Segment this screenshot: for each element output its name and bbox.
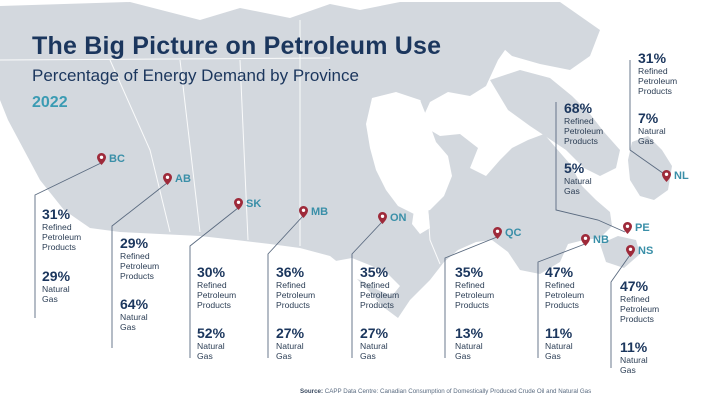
- refined-pct: 47%: [545, 264, 574, 280]
- province-code-sk: SK: [246, 198, 262, 210]
- gas-pct: 7%: [638, 110, 659, 126]
- map-pin-icon: [163, 173, 172, 185]
- stat-refined-ns: 47% Refined Petroleum Products: [620, 278, 660, 324]
- map-pin-icon: [97, 153, 106, 165]
- source-text: CAPP Data Centre: Canadian Consumption o…: [324, 388, 592, 395]
- leader-ns: [610, 254, 631, 368]
- stat-refined-bc: 31% Refined Petroleum Products: [42, 206, 82, 252]
- map-pin-icon: [493, 227, 502, 239]
- refined-pct: 36%: [276, 264, 305, 280]
- stat-gas-mb: 27% Natural Gas: [276, 325, 305, 361]
- map-pin-icon: [626, 245, 635, 257]
- stat-gas-bc: 29% Natural Gas: [42, 268, 71, 304]
- refined-pct: 29%: [120, 235, 149, 251]
- map-pin-icon: [662, 170, 671, 182]
- page-subtitle: Percentage of Energy Demand by Province: [32, 66, 359, 85]
- stat-refined-ab: 29% Refined Petroleum Products: [120, 235, 160, 281]
- leader-nb: [537, 243, 586, 358]
- james-bay: [412, 208, 430, 234]
- leader-bc: [34, 162, 102, 318]
- map-pin-icon: [581, 234, 590, 246]
- province-code-nb: NB: [593, 234, 609, 246]
- province-code-mb: MB: [311, 206, 329, 218]
- stat-gas-ns: 11% Natural Gas: [620, 339, 648, 375]
- leader-sk: [189, 207, 239, 358]
- map-pin-icon: [299, 206, 308, 218]
- refined-pct: 68%: [564, 100, 593, 116]
- mainland-landmass: [0, 2, 612, 318]
- leader-ab: [111, 182, 168, 348]
- refined-pct: 35%: [360, 264, 389, 280]
- province-code-bc: BC: [109, 153, 125, 165]
- stat-refined-qc: 35% Refined Petroleum Products: [455, 264, 495, 310]
- leader-nl: [629, 60, 668, 177]
- refined-pct: 30%: [197, 264, 226, 280]
- stat-gas-qc: 13% Natural Gas: [455, 325, 484, 361]
- stat-refined-mb: 36% Refined Petroleum Products: [276, 264, 316, 310]
- stat-refined-on: 35% Refined Petroleum Products: [360, 264, 400, 310]
- year-label: 2022: [32, 94, 68, 111]
- vancouver-island: [38, 150, 60, 178]
- leader-lines: [34, 60, 668, 368]
- gas-pct: 11%: [620, 339, 648, 355]
- refined-pct: 35%: [455, 264, 484, 280]
- province-code-qc: QC: [505, 227, 522, 239]
- map-pin-icon: [623, 222, 632, 234]
- source-citation: Source: CAPP Data Centre: Canadian Consu…: [300, 388, 591, 395]
- stat-gas-ab: 64% Natural Gas: [120, 296, 149, 332]
- stat-gas-nb: 11% Natural Gas: [545, 325, 573, 361]
- stat-refined-nb: 47% Refined Petroleum Products: [545, 264, 585, 310]
- gas-pct: 27%: [360, 325, 389, 341]
- great-lakes: [330, 258, 400, 296]
- gas-pct: 27%: [276, 325, 305, 341]
- stat-refined-pe: 68% Refined Petroleum Products: [564, 100, 604, 146]
- refined-pct: 31%: [638, 50, 667, 66]
- leader-mb: [267, 215, 304, 358]
- newfoundland-island: [628, 136, 672, 200]
- map-pin-icon: [378, 212, 387, 224]
- hudson-bay: [366, 92, 452, 214]
- map-pin-icon: [234, 198, 243, 210]
- province-code-on: ON: [390, 212, 407, 224]
- gas-pct: 64%: [120, 296, 149, 312]
- province-code-pe: PE: [635, 222, 650, 234]
- leader-on: [351, 221, 383, 358]
- nova-scotia: [600, 236, 640, 268]
- page-title: The Big Picture on Petroleum Use: [32, 32, 442, 60]
- leader-qc: [444, 236, 498, 358]
- gas-pct: 13%: [455, 325, 484, 341]
- baffin-island: [470, 2, 600, 70]
- gas-pct: 52%: [197, 325, 226, 341]
- stat-refined-sk: 30% Refined Petroleum Products: [197, 264, 237, 310]
- stat-gas-nl: 7% Natural Gas: [638, 110, 666, 146]
- gas-pct: 5%: [564, 160, 585, 176]
- refined-pct: 31%: [42, 206, 71, 222]
- province-code-nl: NL: [674, 170, 689, 182]
- gas-pct: 11%: [545, 325, 573, 341]
- stat-gas-pe: 5% Natural Gas: [564, 160, 592, 196]
- leader-pe: [555, 102, 626, 233]
- province-code-ab: AB: [175, 173, 191, 185]
- gas-pct: 29%: [42, 268, 71, 284]
- stat-gas-on: 27% Natural Gas: [360, 325, 389, 361]
- stat-gas-sk: 52% Natural Gas: [197, 325, 226, 361]
- province-borders: [0, 20, 441, 265]
- province-code-ns: NS: [638, 245, 654, 257]
- ungava-region: [490, 70, 620, 176]
- source-label: Source:: [300, 388, 324, 395]
- refined-pct: 47%: [620, 278, 649, 294]
- stat-refined-nl: 31% Refined Petroleum Products: [638, 50, 678, 96]
